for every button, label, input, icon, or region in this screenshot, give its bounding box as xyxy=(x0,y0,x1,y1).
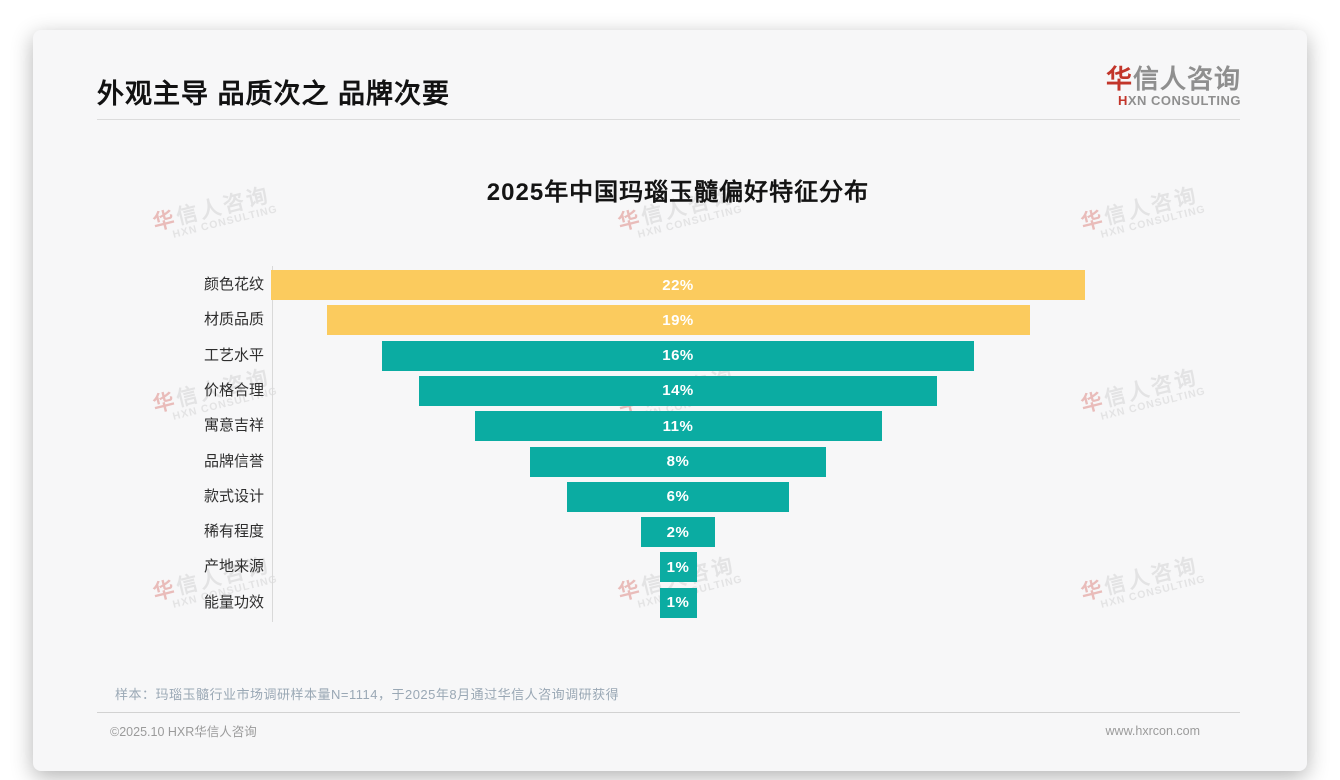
chart-row: 工艺水平 16% xyxy=(204,340,1287,371)
category-label: 品牌信誉 xyxy=(203,452,264,470)
funnel-bar: 11% xyxy=(474,411,882,442)
watermark-en-text: HXN CONSULTING xyxy=(636,203,744,241)
chart-row: 稀有程度 2% xyxy=(204,517,1287,548)
category-label: 能量功效 xyxy=(203,593,264,611)
logo-en-text: HXN CONSULTING xyxy=(1106,94,1241,108)
bar-value-label: 14% xyxy=(662,382,694,400)
funnel-bar: 8% xyxy=(530,446,826,477)
chart-row: 产地来源 1% xyxy=(204,552,1287,583)
category-label: 款式设计 xyxy=(203,487,264,505)
bar-value-label: 11% xyxy=(662,417,694,435)
logo-cn-rest: 信人咨询 xyxy=(1132,64,1241,94)
funnel-bar: 6% xyxy=(567,481,789,512)
report-slide: 华信人咨询 HXN CONSULTING 华信人咨询 HXN CONSULTING 华信… xyxy=(33,30,1307,771)
funnel-bar: 1% xyxy=(659,587,697,618)
funnel-bar: 19% xyxy=(326,305,1030,336)
bar-value-label: 8% xyxy=(666,453,690,470)
funnel-bar: 22% xyxy=(271,270,1085,300)
footer-divider xyxy=(97,712,1240,713)
chart-axis-line xyxy=(272,266,273,622)
category-label: 颜色花纹 xyxy=(203,276,264,293)
watermark-en-text: HXN CONSULTING xyxy=(1099,203,1207,241)
bar-value-label: 1% xyxy=(666,594,690,612)
sample-footnote: 样本：玛瑙玉髓行业市场调研样本量N=1114，于2025年8月通过华信人咨询调研… xyxy=(115,687,620,702)
chart-row: 材质品质 19% xyxy=(204,305,1287,336)
chart-row: 颜色花纹 22% xyxy=(204,270,1287,300)
funnel-bar: 1% xyxy=(659,552,697,583)
bar-value-label: 2% xyxy=(666,523,690,541)
chart-row: 价格合理 14% xyxy=(204,375,1287,406)
category-label: 材质品质 xyxy=(203,311,264,329)
bar-value-label: 6% xyxy=(666,488,690,506)
chart-title: 2025年中国玛瑙玉髓偏好特征分布 xyxy=(486,179,870,206)
watermark-en-text: HXN CONSULTING xyxy=(171,203,279,241)
category-label: 稀有程度 xyxy=(203,523,264,541)
logo-cn-text: 华信人咨询 xyxy=(1105,64,1241,94)
logo-en-first-char: H xyxy=(1117,93,1128,109)
chart-row: 寓意吉祥 11% xyxy=(204,411,1287,442)
funnel-bar: 14% xyxy=(419,375,937,406)
header-divider xyxy=(97,119,1240,120)
copyright-text: ©2025.10 HXR华信人咨询 xyxy=(110,725,257,739)
logo-en-rest: XN CONSULTING xyxy=(1127,93,1241,109)
company-logo: 华信人咨询 HXN CONSULTING xyxy=(1105,64,1241,108)
funnel-chart: 颜色花纹 22% 材质品质 19% 工艺水平 16% 价格合理 14% 寓意吉祥 11% 品牌信誉 8… xyxy=(204,270,1287,622)
logo-cn-first-char: 华 xyxy=(1105,64,1133,94)
bar-value-label: 16% xyxy=(662,347,694,365)
bar-value-label: 19% xyxy=(662,311,694,329)
website-url: www.hxrcon.com xyxy=(1105,723,1200,738)
funnel-bar: 2% xyxy=(641,517,715,548)
bar-value-label: 1% xyxy=(666,558,690,576)
category-label: 寓意吉祥 xyxy=(203,417,264,435)
bar-value-label: 22% xyxy=(662,276,694,294)
category-label: 产地来源 xyxy=(203,558,264,576)
category-label: 价格合理 xyxy=(203,381,264,399)
category-label: 工艺水平 xyxy=(203,346,264,364)
chart-row: 能量功效 1% xyxy=(204,587,1287,618)
page-title: 外观主导 品质次之 品牌次要 xyxy=(97,79,451,109)
footer: ©2025.10 HXR华信人咨询 www.hxrcon.com xyxy=(110,721,1200,740)
chart-row: 品牌信誉 8% xyxy=(204,446,1287,477)
chart-row: 款式设计 6% xyxy=(204,481,1287,512)
funnel-bar: 16% xyxy=(382,340,974,371)
